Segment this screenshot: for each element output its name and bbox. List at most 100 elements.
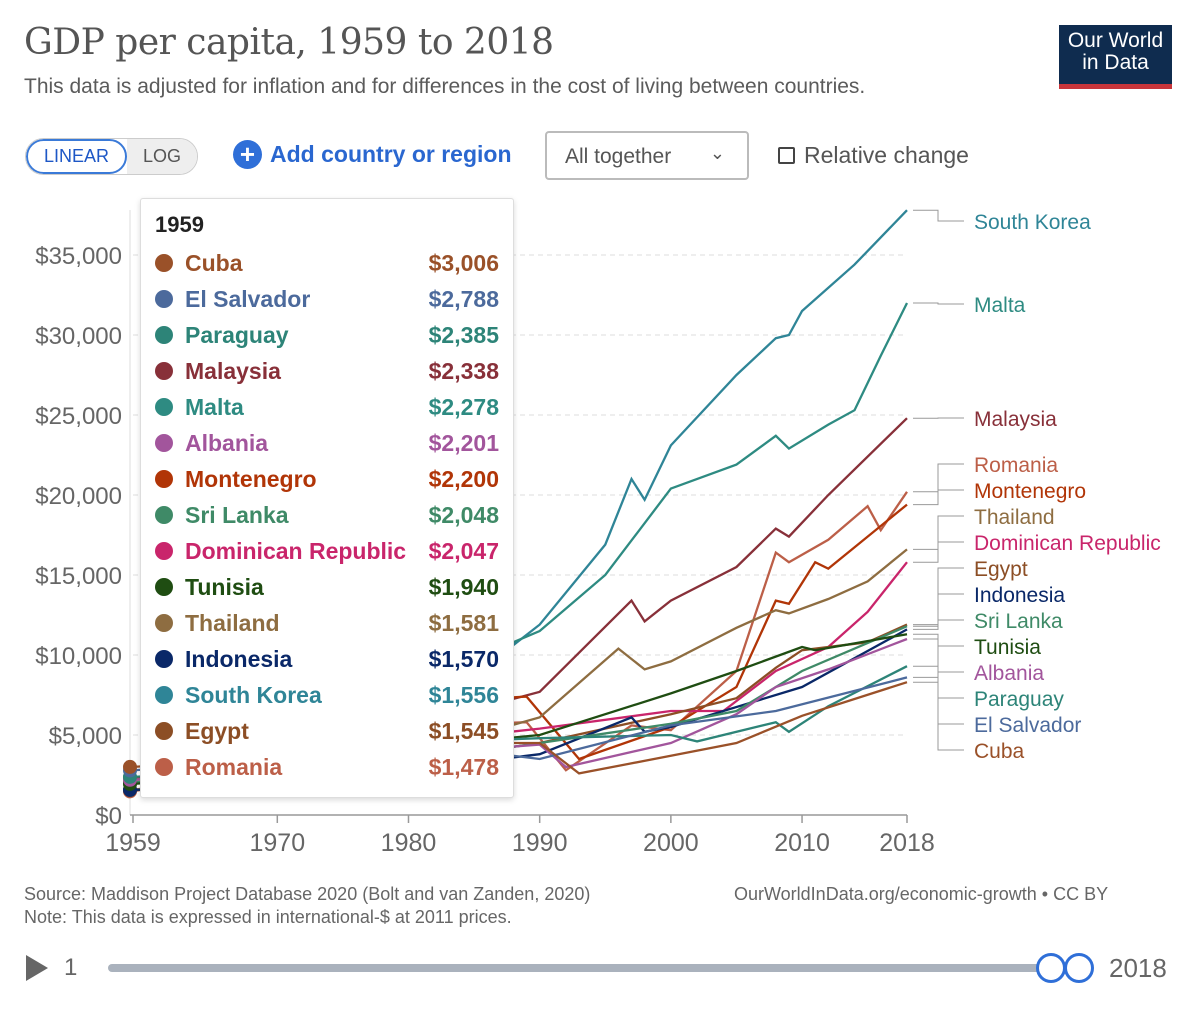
facet-select[interactable]: All together ⌄ (545, 131, 749, 180)
series-label: Egypt (974, 558, 1028, 581)
series-label: Sri Lanka (974, 610, 1063, 633)
play-icon[interactable] (26, 955, 48, 981)
series-dot-icon (155, 686, 173, 704)
owid-logo[interactable]: Our World in Data (1059, 25, 1172, 89)
series-dot-icon (155, 578, 173, 596)
tooltip: 1959 Cuba $3,006 El Salvador $2,788 Paraguay… (140, 198, 514, 798)
label-connector (913, 619, 964, 627)
tooltip-row: Cuba $3,006 (155, 245, 499, 281)
x-tick-label: 1980 (381, 829, 437, 857)
add-country-button[interactable]: + Add country or region (233, 140, 512, 169)
timeline-end: 2018 (1109, 953, 1167, 983)
series-dot-icon (155, 758, 173, 776)
tooltip-country: Indonesia (185, 646, 293, 672)
label-connector (913, 593, 964, 630)
tooltip-row: Tunisia $1,940 (155, 569, 499, 605)
x-tick-label: 1990 (512, 829, 568, 857)
series-label: Malta (974, 294, 1026, 317)
tooltip-value: $1,570 (428, 646, 499, 672)
label-connector (913, 463, 964, 493)
tooltip-country: Dominican Republic (185, 538, 407, 564)
log-button[interactable]: LOG (127, 139, 198, 174)
source-text: Source: Maddison Project Database 2020 (… (24, 884, 591, 904)
tooltip-country: Malta (185, 394, 244, 420)
tooltip-row: Albania $2,201 (155, 425, 499, 461)
label-connector (913, 681, 964, 751)
x-tick-label: 1970 (249, 829, 305, 857)
series-dot-icon (155, 434, 173, 452)
tooltip-country: Tunisia (185, 574, 264, 600)
tooltip-country: South Korea (185, 682, 322, 708)
tooltip-value: $3,006 (428, 250, 499, 276)
line-chart[interactable]: $0 $5,000 $10,000 $15,000 $20,000 $25,000 $30,… (0, 190, 1200, 870)
tooltip-value: $1,940 (428, 574, 499, 600)
linear-button[interactable]: LINEAR (26, 139, 128, 174)
series-dot-icon (155, 650, 173, 668)
scale-toggle: LINEAR LOG (25, 138, 199, 175)
checkbox-icon (778, 147, 795, 164)
y-tick-label: $20,000 (35, 483, 122, 510)
series-dot-icon (155, 290, 173, 308)
chevron-down-icon: ⌄ (709, 143, 725, 163)
x-tick-label: 2010 (774, 829, 830, 857)
series-dot-icon (155, 542, 173, 560)
tooltip-year: 1959 (155, 212, 204, 237)
y-tick-label: $35,000 (35, 243, 122, 270)
series-dot-icon (155, 398, 173, 416)
x-tick-label: 1959 (105, 829, 161, 857)
tooltip-row: Malaysia $2,338 (155, 353, 499, 389)
relative-change-checkbox[interactable]: Relative change (778, 142, 969, 169)
tooltip-row: Dominican Republic $2,047 (155, 533, 499, 569)
series-dot-icon (155, 722, 173, 740)
y-tick-label: $5,000 (49, 723, 122, 750)
series-start-dot (123, 759, 137, 774)
series-label: Albania (974, 662, 1044, 685)
series-label: Malaysia (974, 408, 1057, 431)
note-text: Note: This data is expressed in internat… (24, 907, 512, 927)
y-tick-label: $10,000 (35, 643, 122, 670)
series-dot-icon (155, 254, 173, 272)
series-dot-icon (155, 614, 173, 632)
add-country-label: Add country or region (270, 141, 512, 167)
series-label: Paraguay (974, 688, 1064, 711)
series-label: Montenegro (974, 480, 1086, 503)
tooltip-country: Egypt (185, 718, 249, 744)
tooltip-row: Romania $1,478 (155, 749, 499, 785)
plus-icon: + (233, 140, 262, 169)
tooltip-country: El Salvador (185, 286, 311, 312)
series-label: Cuba (974, 740, 1025, 763)
tooltip-row: Paraguay $2,385 (155, 317, 499, 353)
series-label: Indonesia (974, 584, 1065, 607)
timeline-slider[interactable] (108, 964, 1070, 972)
y-tick-label: $15,000 (35, 563, 122, 590)
facet-select-value: All together (565, 145, 672, 168)
series-label: El Salvador (974, 714, 1081, 737)
label-connector (913, 638, 964, 673)
tooltip-country: Albania (185, 430, 269, 456)
tooltip-value: $1,556 (428, 682, 499, 708)
license-link[interactable]: OurWorldInData.org/economic-growth • CC … (734, 884, 1109, 904)
timeline-start-handle[interactable] (1036, 953, 1066, 983)
tooltip-row: Thailand $1,581 (155, 605, 499, 641)
tooltip-country: Montenegro (185, 466, 317, 492)
label-connector (913, 209, 964, 222)
chart-title: GDP per capita, 1959 to 2018 (24, 22, 554, 63)
timeline-start: 1 (64, 954, 78, 981)
y-tick-label: $25,000 (35, 403, 122, 430)
tooltip-row: Egypt $1,545 (155, 713, 499, 749)
timeline-end-handle[interactable] (1064, 953, 1094, 983)
tooltip-country: Paraguay (185, 322, 289, 348)
tooltip-country: Malaysia (185, 358, 281, 384)
tooltip-row: South Korea $1,556 (155, 677, 499, 713)
series-dot-icon (155, 326, 173, 344)
series-label: Tunisia (974, 636, 1041, 659)
series-dot-icon (155, 362, 173, 380)
tooltip-row: Malta $2,278 (155, 389, 499, 425)
label-connector (913, 489, 964, 506)
tooltip-value: $2,200 (428, 466, 499, 492)
tooltip-value: $2,338 (428, 358, 499, 384)
series-dot-icon (155, 470, 173, 488)
tooltip-row: Sri Lanka $2,048 (155, 497, 499, 533)
series-label: South Korea (974, 211, 1091, 234)
tooltip-row: Indonesia $1,570 (155, 641, 499, 677)
